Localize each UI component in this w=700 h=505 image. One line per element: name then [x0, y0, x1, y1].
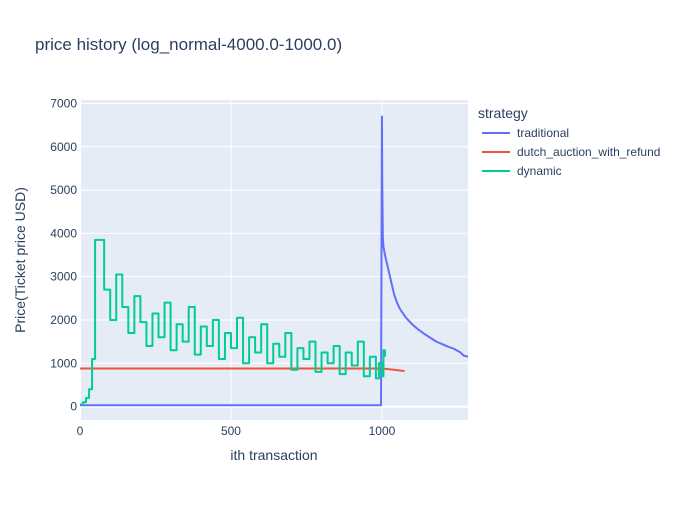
- x-axis-ticks: 0 500 1000: [77, 424, 396, 438]
- legend-item-dutch-auction-with-refund[interactable]: dutch_auction_with_refund: [482, 145, 660, 159]
- series-line-traditional: [80, 115, 468, 407]
- y-tick-label: 6000: [50, 140, 77, 154]
- legend-item-traditional[interactable]: traditional: [482, 126, 569, 140]
- series-line-dutch-auction-with-refund: [80, 367, 405, 373]
- y-tick-label: 4000: [50, 226, 77, 240]
- x-tick-label: 500: [221, 424, 241, 438]
- legend-label: dynamic: [517, 164, 562, 178]
- y-axis-ticks: 0 1000 2000 3000 4000 5000 6000 7000: [50, 96, 77, 413]
- y-axis-title: Price(Ticket price USD): [12, 187, 28, 333]
- y-tick-label: 2000: [50, 313, 77, 327]
- y-tick-label: 5000: [50, 183, 77, 197]
- plot-area: [80, 100, 468, 420]
- legend-label: dutch_auction_with_refund: [517, 145, 660, 159]
- y-tick-label: 0: [70, 400, 77, 414]
- x-axis-title: ith transaction: [230, 447, 317, 463]
- x-tick-label: 0: [77, 424, 84, 438]
- y-tick-label: 1000: [50, 356, 77, 370]
- y-tick-label: 3000: [50, 270, 77, 284]
- series-line-dynamic: [80, 238, 386, 406]
- legend-item-dynamic[interactable]: dynamic: [482, 164, 562, 178]
- legend-title: strategy: [478, 105, 528, 121]
- legend-label: traditional: [517, 126, 569, 140]
- x-tick-label: 1000: [369, 424, 396, 438]
- y-tick-label: 7000: [50, 96, 77, 110]
- legend[interactable]: strategy traditional dutch_auction_with_r…: [478, 105, 660, 178]
- chart-title: price history (log_normal-4000.0-1000.0): [35, 35, 342, 54]
- series-lines: [80, 115, 468, 407]
- legend-items[interactable]: traditional dutch_auction_with_refunddyna…: [482, 126, 660, 178]
